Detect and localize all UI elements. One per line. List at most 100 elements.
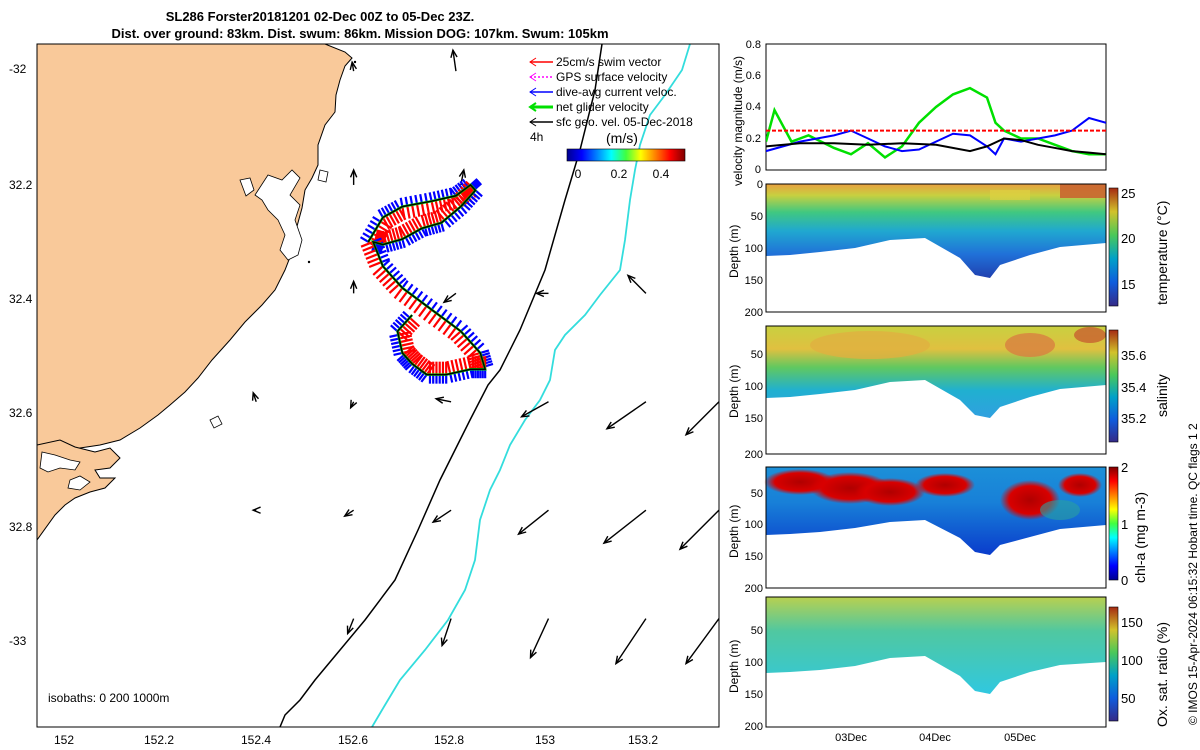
chla-y-label: Depth (m) — [727, 505, 741, 558]
current-vector — [384, 205, 391, 215]
current-vector — [453, 211, 461, 220]
arrow-head — [614, 655, 623, 666]
vel-y-tick: 0.8 — [746, 39, 761, 51]
swim-vector — [454, 359, 460, 373]
current-vector — [469, 335, 478, 343]
vel-y-tick: 0 — [755, 164, 761, 176]
temperature-panel: 0 50 100 150 200 Depth (m) 25 20 15 temp… — [727, 179, 1170, 319]
current-vector — [399, 357, 408, 366]
current-vector — [455, 319, 463, 329]
swim-vector — [427, 212, 433, 226]
ox-y-label: Depth (m) — [727, 640, 741, 693]
velocity-panel: 0 0.2 0.4 0.6 0.8 velocity magnitude (m/… — [731, 39, 1107, 186]
current-vector — [469, 178, 478, 186]
current-vector — [382, 259, 391, 268]
ox-cbar-tick: 100 — [1121, 653, 1143, 668]
swim-vector — [381, 216, 391, 230]
ox-colorbar — [1108, 606, 1119, 722]
swim-vector — [404, 322, 416, 333]
swim-vector — [372, 265, 384, 276]
sal-y-tick: 50 — [751, 349, 763, 361]
current-vector — [465, 369, 470, 380]
swim-vector — [438, 206, 449, 219]
legend-interval: 4h — [530, 130, 543, 144]
arrow-head — [458, 168, 467, 178]
current-vector — [432, 191, 437, 201]
swim-vector — [399, 327, 411, 339]
current-vector — [440, 222, 445, 232]
map-colorbar — [566, 148, 686, 162]
isobath-label: isobaths: 0 200 1000m — [48, 691, 169, 705]
current-vector — [416, 290, 424, 300]
current-vector — [414, 194, 419, 205]
current-vector — [364, 228, 374, 235]
swim-vector — [399, 338, 413, 344]
arrow-head — [450, 48, 458, 59]
current-vector — [395, 273, 404, 282]
current-vector — [401, 238, 406, 249]
swim-vector — [365, 253, 379, 260]
colorbar-title: (m/s) — [606, 130, 638, 146]
current-vector — [385, 263, 394, 271]
ox-cbar-tick: 150 — [1121, 615, 1143, 630]
swim-vector — [408, 220, 417, 233]
geo-velocity-arrow — [346, 618, 355, 634]
current-vector — [391, 241, 397, 251]
arrow-head — [251, 391, 260, 401]
swim-vector — [411, 218, 420, 231]
arrow-head — [442, 295, 452, 304]
swim-vector — [385, 279, 397, 291]
current-vector — [407, 234, 415, 244]
sal-y-tick: 150 — [745, 413, 763, 425]
geo-velocity-arrow — [685, 618, 719, 665]
velocity-series-line — [766, 116, 1106, 156]
current-vector — [372, 215, 382, 223]
ox-cbar-label: Ox. sat. ratio (%) — [1154, 622, 1170, 727]
current-vector — [417, 229, 424, 239]
current-vector — [446, 216, 455, 226]
current-vector — [479, 349, 490, 355]
current-vector — [413, 368, 421, 378]
current-vector — [469, 194, 478, 203]
map-y-tick: -33 — [9, 634, 27, 648]
current-vector — [388, 266, 397, 275]
current-vector — [480, 352, 491, 357]
current-vector — [393, 351, 403, 357]
swim-vector — [394, 209, 404, 223]
current-vector — [450, 316, 458, 325]
geo-velocity-arrow — [521, 401, 549, 418]
current-vector — [473, 181, 482, 190]
swim-vector — [423, 213, 430, 227]
swim-vector — [404, 221, 414, 235]
current-vector — [393, 200, 401, 209]
current-vector — [443, 219, 452, 228]
geo-velocity-arrow — [615, 618, 647, 664]
current-vector — [449, 373, 454, 383]
colorbar-tick: 0 — [575, 167, 582, 181]
swim-vector — [388, 283, 400, 294]
swim-vector — [420, 214, 427, 228]
swim-vector — [442, 323, 452, 336]
temp-colorbar — [1108, 187, 1119, 307]
current-vector — [399, 313, 408, 322]
time-x-tick: 04Dec — [919, 732, 951, 744]
current-vector — [411, 233, 418, 243]
ox-y-tick: 200 — [745, 721, 763, 733]
swim-vector — [408, 350, 420, 362]
current-vector — [389, 333, 399, 338]
map-y-tick: 32.2 — [9, 178, 33, 192]
swim-vector — [406, 205, 411, 219]
current-vector — [404, 196, 409, 206]
arrow-head — [343, 509, 353, 518]
current-vector — [362, 232, 372, 239]
current-vector — [396, 353, 405, 362]
swim-vector — [408, 316, 421, 328]
swim-vector — [446, 360, 452, 374]
swim-vector — [408, 298, 418, 310]
ox-cbar-tick: 50 — [1121, 691, 1135, 706]
current-vector — [461, 178, 470, 188]
sal-cbar-tick: 35.4 — [1121, 380, 1146, 395]
map-legend: 25cm/s swim vector GPS surface velocity … — [528, 55, 693, 181]
swim-vector — [463, 344, 475, 356]
current-vector — [391, 270, 401, 278]
